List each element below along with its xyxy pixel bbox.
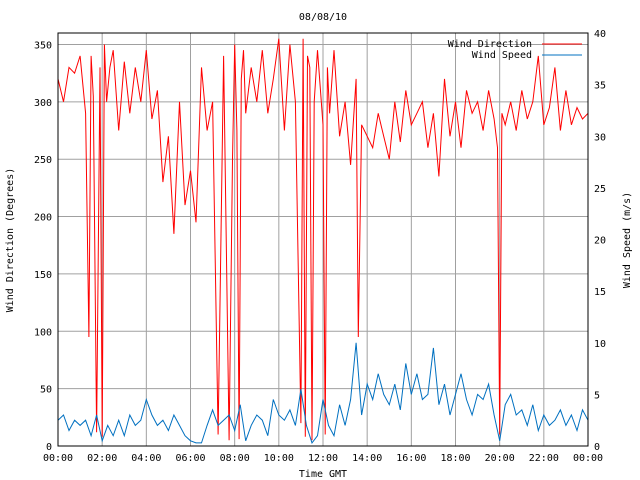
x-tick-label: 08:00 xyxy=(220,453,250,464)
plot-frame xyxy=(57,32,589,447)
y-left-tick-label: 100 xyxy=(34,327,52,338)
y-axis-label-right: Wind Speed (m/s) xyxy=(622,192,633,288)
x-tick-label: 06:00 xyxy=(175,453,205,464)
x-tick-label: 20:00 xyxy=(485,453,515,464)
x-tick-label: 12:00 xyxy=(308,453,338,464)
y-right-tick-label: 40 xyxy=(594,29,606,40)
x-tick-label: 04:00 xyxy=(131,453,161,464)
x-axis-label: Time GMT xyxy=(299,469,347,480)
legend-label: Wind Speed xyxy=(472,50,532,61)
x-tick-label: 10:00 xyxy=(264,453,294,464)
y-left-tick-label: 50 xyxy=(40,385,52,396)
y-right-tick-label: 0 xyxy=(594,442,600,453)
chart-title: 08/08/10 xyxy=(299,12,347,23)
wind-direction-line xyxy=(57,38,589,441)
y-left-tick-label: 150 xyxy=(34,270,52,281)
x-tick-label: 18:00 xyxy=(440,453,470,464)
legend-label: Wind Direction xyxy=(448,39,532,50)
y-right-tick-label: 25 xyxy=(594,184,606,195)
y-right-tick-label: 5 xyxy=(594,390,600,401)
x-tick-label: 02:00 xyxy=(87,453,117,464)
y-left-tick-label: 200 xyxy=(34,213,52,224)
y-right-tick-label: 30 xyxy=(594,132,606,143)
x-tick-label: 22:00 xyxy=(529,453,559,464)
series-lines xyxy=(57,38,589,444)
x-tick-label: 00:00 xyxy=(573,453,603,464)
y-left-tick-label: 0 xyxy=(46,442,52,453)
wind-speed-line xyxy=(57,342,589,444)
y-left-tick-label: 300 xyxy=(34,98,52,109)
x-tick-label: 00:00 xyxy=(43,453,73,464)
y-right-tick-label: 35 xyxy=(594,81,606,92)
y-right-tick-label: 20 xyxy=(594,236,606,247)
y-axis-label-left: Wind Direction (Degrees) xyxy=(5,168,16,313)
y-left-tick-label: 350 xyxy=(34,40,52,51)
x-tick-label: 16:00 xyxy=(396,453,426,464)
y-left-tick-label: 250 xyxy=(34,155,52,166)
tick-labels: 00:00 02:00 04:00 06:00 08:00 10:00 12:00 14:00… xyxy=(34,29,606,464)
x-tick-label: 14:00 xyxy=(352,453,382,464)
y-right-tick-label: 10 xyxy=(594,339,606,350)
y-right-tick-label: 15 xyxy=(594,287,606,298)
